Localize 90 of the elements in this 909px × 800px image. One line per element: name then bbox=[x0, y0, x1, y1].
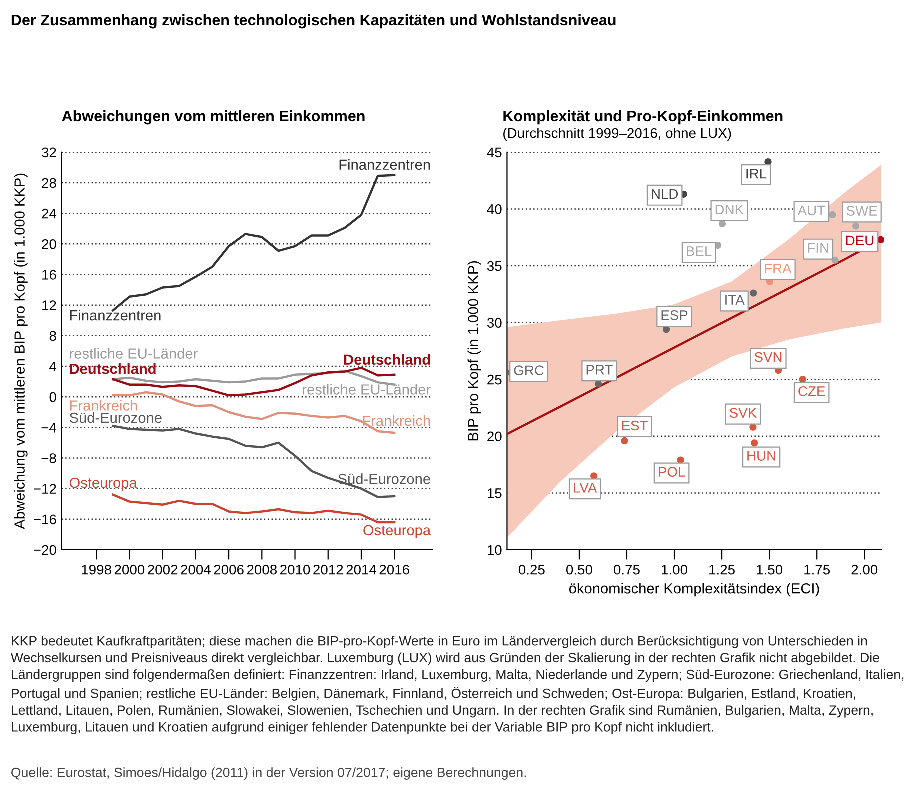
y-tick-label: 4 bbox=[50, 362, 57, 372]
text: restliche EU-Länder bbox=[70, 348, 198, 359]
y-tick-label: −16 bbox=[34, 514, 56, 525]
y-tick-label: 35 bbox=[487, 261, 502, 272]
series-label: restliche EU-Länder bbox=[303, 384, 431, 395]
y-tick-label: 30 bbox=[487, 318, 502, 328]
source-note: Quelle: Eurostat, Simoes/Hidalgo (2011) in der Version 07/2017; eigene Berechnungen. bbox=[12, 768, 526, 780]
x-tick-label: 2.00 bbox=[852, 564, 878, 575]
text: Deutschland bbox=[70, 364, 156, 374]
point bbox=[751, 440, 758, 447]
x-axis-title: ökonomischer Komplexitätsindex (ECI) bbox=[569, 583, 820, 597]
x-tick-label: 2014 bbox=[346, 564, 377, 575]
series-label: Deutschland bbox=[344, 354, 430, 366]
data-label: BEL bbox=[687, 246, 712, 256]
series-label: Süd-Eurozone bbox=[338, 474, 430, 484]
x-tick-label: 1.00 bbox=[662, 564, 688, 575]
chart-title: Komplexität und Pro-Kopf-Einkommen bbox=[504, 110, 783, 125]
x-tick-label: 2010 bbox=[280, 564, 310, 575]
y-tick-label: 0 bbox=[50, 392, 56, 402]
data-label: SVK bbox=[730, 408, 757, 418]
y-axis-title: Abweichung vom mittleren BIP pro Kopf (in 1.000 KKP) bbox=[14, 174, 28, 530]
data-label: HUN bbox=[748, 451, 776, 461]
y-tick-label: 32 bbox=[42, 148, 56, 158]
chart-title: Der Zusammenhang zwischen technologischen Kapazitäten und Wohlstandsniveau bbox=[12, 14, 616, 29]
x-tick-label: 1.25 bbox=[710, 564, 735, 575]
y-tick-label: 8 bbox=[50, 331, 56, 342]
x-tick-label: 1.75 bbox=[804, 565, 830, 575]
series-label: Finanzzentren bbox=[70, 310, 161, 321]
point bbox=[852, 222, 860, 230]
y-tick-label: −4 bbox=[42, 423, 57, 433]
data-label: DEU bbox=[846, 236, 874, 246]
x-tick-label: 2008 bbox=[247, 564, 277, 575]
y-tick-label: −12 bbox=[34, 484, 56, 494]
data-label: EST bbox=[622, 420, 648, 431]
y-tick-label: 24 bbox=[42, 208, 57, 219]
x-tick-label: 2002 bbox=[148, 564, 178, 575]
data-label: AUT bbox=[798, 206, 826, 216]
y-tick-label: −20 bbox=[34, 545, 56, 556]
data-label: GRC bbox=[514, 366, 544, 376]
y-tick-label: 20 bbox=[42, 239, 56, 250]
y-tick-label: 25 bbox=[488, 374, 502, 385]
x-tick-label: 1998 bbox=[82, 564, 112, 575]
x-tick-label: 1.50 bbox=[757, 564, 783, 575]
data-label: ESP bbox=[662, 310, 688, 320]
point bbox=[662, 326, 670, 334]
y-tick-label: 12 bbox=[42, 300, 56, 310]
data-label: DNK bbox=[716, 205, 744, 215]
x-tick-label: 2004 bbox=[181, 564, 211, 575]
y-tick-label: 28 bbox=[42, 178, 56, 188]
x-tick-label: 0.25 bbox=[518, 564, 545, 575]
data-label: SVN bbox=[754, 352, 782, 362]
text: KKP bedeutet Kaufkraftparitäten; diese machen die BIP-pro-Kopf-Werte in Euro im Ländervergleich durch Berücksichtigung von Unterschieden in Wechselkursen und Preisniveaus direkt vergleichbar. Luxemburg (LUX) wird aus Gründen der Skalierung in der rechten Grafik nicht abgebildet. Die Ländergruppen sind folgendermaßen definiert: Finanzzentren: Irland, Luxemburg, Malta, Niederlande und Zypern; Süd-Eurozone: Griechenland, Italien, Portugal und Spanien; restliche EU-Länder: Belgien, Dänemark, Finnland, Österreich und Schweden; Ost-Europa: Bulgarien, Estland, Kroatien, Lettland, Litauen, Polen, Rumänien, Slowakei, Slowenien, Tschechien und Ungarn. In der rechten Grafik sind Rumänien, Bulgarien, Malta, Zypern, Luxemburg, Litauen und Kroatien aufgrund einiger fehlender Datenpunkte bei der Variable BIP pro Kopf nicht inkludiert. bbox=[10, 636, 904, 734]
x-tick-label: 2006 bbox=[214, 564, 244, 575]
data-label: CZE bbox=[798, 386, 826, 396]
point bbox=[594, 380, 602, 388]
y-tick-label: 40 bbox=[487, 204, 502, 214]
data-label: FRA bbox=[765, 264, 792, 274]
data-label: SWE bbox=[846, 206, 878, 216]
text: Finanzzentren bbox=[340, 159, 430, 170]
data-label: POL bbox=[659, 467, 686, 477]
series-label: Frankreich bbox=[363, 416, 430, 426]
chart-subtitle: Abweichungen vom mittleren Einkommen bbox=[62, 110, 365, 125]
data-label: LVA bbox=[574, 483, 598, 493]
y-tick-label: 10 bbox=[488, 545, 502, 556]
series-label: Osteuropa bbox=[364, 525, 432, 538]
x-tick-label: 0.75 bbox=[614, 564, 640, 575]
y-tick-label: 45 bbox=[487, 148, 502, 158]
text: Süd-Eurozone bbox=[70, 412, 162, 424]
data-label: IRL bbox=[746, 169, 767, 179]
y-axis-title: BIP pro Kopf (in 1.000 KKP) bbox=[468, 261, 482, 441]
y-tick-label: −8 bbox=[42, 454, 56, 464]
x-tick-label: 0.50 bbox=[566, 564, 592, 575]
data-label: PRT bbox=[586, 365, 613, 375]
point bbox=[677, 456, 684, 464]
line-series bbox=[112, 494, 396, 524]
x-tick-label: 2000 bbox=[114, 564, 145, 575]
data-label: ITA bbox=[726, 295, 745, 305]
x-tick-label: 2016 bbox=[380, 564, 410, 575]
y-tick-label: 20 bbox=[488, 432, 502, 442]
text: Osteuropa bbox=[70, 478, 138, 492]
data-label: NLD bbox=[652, 189, 678, 200]
chart-subtitle: (Durchschnitt 1999–2016, ohne LUX) bbox=[504, 128, 732, 141]
text: Frankreich bbox=[70, 400, 138, 411]
y-tick-label: 16 bbox=[42, 270, 56, 280]
point bbox=[750, 290, 758, 297]
data-label: FIN bbox=[808, 243, 828, 253]
point bbox=[621, 437, 628, 444]
y-tick-label: 15 bbox=[488, 488, 502, 498]
point bbox=[829, 211, 836, 218]
x-tick-label: 2012 bbox=[314, 564, 344, 575]
